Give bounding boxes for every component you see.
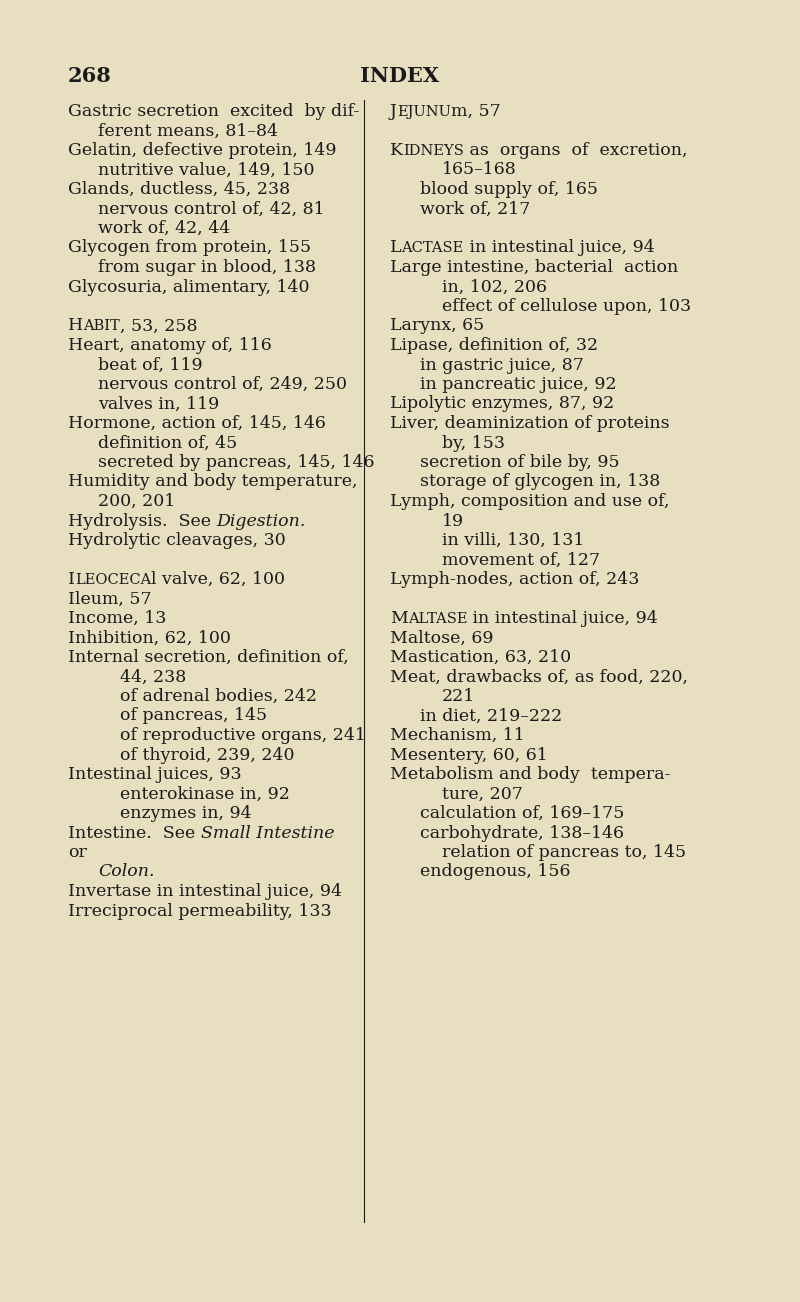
- Text: enzymes in, 94: enzymes in, 94: [120, 805, 252, 822]
- Text: Gelatin, defective protein, 149: Gelatin, defective protein, 149: [68, 142, 337, 159]
- Text: Income, 13: Income, 13: [68, 611, 166, 628]
- Text: or: or: [68, 844, 87, 861]
- Text: Lymph-nodes, action of, 243: Lymph-nodes, action of, 243: [390, 572, 639, 589]
- Text: Liver, deaminization of proteins: Liver, deaminization of proteins: [390, 415, 670, 432]
- Text: ACTASE: ACTASE: [402, 241, 464, 255]
- Text: of reproductive organs, 241: of reproductive organs, 241: [120, 727, 366, 743]
- Text: 44, 238: 44, 238: [120, 668, 186, 685]
- Text: H: H: [68, 318, 83, 335]
- Text: , 53, 258: , 53, 258: [120, 318, 198, 335]
- Text: secretion of bile by, 95: secretion of bile by, 95: [420, 454, 620, 471]
- Text: nutritive value, 149, 150: nutritive value, 149, 150: [98, 161, 314, 178]
- Text: Intestine.  See: Intestine. See: [68, 824, 201, 841]
- Text: Irreciprocal permeability, 133: Irreciprocal permeability, 133: [68, 902, 332, 919]
- Text: 221: 221: [442, 687, 475, 704]
- Text: 19: 19: [442, 513, 464, 530]
- Text: LEOCECA: LEOCECA: [75, 573, 151, 587]
- Text: of thyroid, 239, 240: of thyroid, 239, 240: [120, 746, 294, 763]
- Text: in, 102, 206: in, 102, 206: [442, 279, 547, 296]
- Text: blood supply of, 165: blood supply of, 165: [420, 181, 598, 198]
- Text: Maltose, 69: Maltose, 69: [390, 629, 494, 647]
- Text: ALTASE: ALTASE: [408, 612, 467, 626]
- Text: Mechanism, 11: Mechanism, 11: [390, 727, 525, 743]
- Text: IDNEYS: IDNEYS: [403, 145, 464, 158]
- Text: Colon.: Colon.: [98, 863, 154, 880]
- Text: calculation of, 169–175: calculation of, 169–175: [420, 805, 624, 822]
- Text: from sugar in blood, 138: from sugar in blood, 138: [98, 259, 316, 276]
- Text: relation of pancreas to, 145: relation of pancreas to, 145: [442, 844, 686, 861]
- Text: Mastication, 63, 210: Mastication, 63, 210: [390, 648, 571, 667]
- Text: 268: 268: [68, 66, 112, 86]
- Text: nervous control of, 249, 250: nervous control of, 249, 250: [98, 376, 347, 393]
- Text: K: K: [390, 142, 403, 159]
- Text: Lymph, composition and use of,: Lymph, composition and use of,: [390, 493, 670, 510]
- Text: movement of, 127: movement of, 127: [442, 552, 600, 569]
- Text: in intestinal juice, 94: in intestinal juice, 94: [467, 611, 658, 628]
- Text: Lipolytic enzymes, 87, 92: Lipolytic enzymes, 87, 92: [390, 396, 614, 413]
- Text: in gastric juice, 87: in gastric juice, 87: [420, 357, 584, 374]
- Text: Metabolism and body  tempera-: Metabolism and body tempera-: [390, 766, 670, 783]
- Text: Glycosuria, alimentary, 140: Glycosuria, alimentary, 140: [68, 279, 310, 296]
- Text: l valve, 62, 100: l valve, 62, 100: [151, 572, 286, 589]
- Text: I: I: [68, 572, 75, 589]
- Text: by, 153: by, 153: [442, 435, 505, 452]
- Text: work of, 217: work of, 217: [420, 201, 530, 217]
- Text: ABIT: ABIT: [83, 319, 120, 333]
- Text: in pancreatic juice, 92: in pancreatic juice, 92: [420, 376, 617, 393]
- Text: Hydrolytic cleavages, 30: Hydrolytic cleavages, 30: [68, 533, 286, 549]
- Text: ture, 207: ture, 207: [442, 785, 523, 802]
- Text: of adrenal bodies, 242: of adrenal bodies, 242: [120, 687, 317, 704]
- Text: nervous control of, 42, 81: nervous control of, 42, 81: [98, 201, 325, 217]
- Text: 165–168: 165–168: [442, 161, 517, 178]
- Text: Invertase in intestinal juice, 94: Invertase in intestinal juice, 94: [68, 883, 342, 900]
- Text: Larynx, 65: Larynx, 65: [390, 318, 484, 335]
- Text: enterokinase in, 92: enterokinase in, 92: [120, 785, 290, 802]
- Text: Hydrolysis.  See: Hydrolysis. See: [68, 513, 217, 530]
- Text: in diet, 219–222: in diet, 219–222: [420, 707, 562, 724]
- Text: INDEX: INDEX: [360, 66, 440, 86]
- Text: effect of cellulose upon, 103: effect of cellulose upon, 103: [442, 298, 691, 315]
- Text: Intestinal juices, 93: Intestinal juices, 93: [68, 766, 242, 783]
- Text: M: M: [390, 611, 408, 628]
- Text: Mesentery, 60, 61: Mesentery, 60, 61: [390, 746, 548, 763]
- Text: Glands, ductless, 45, 238: Glands, ductless, 45, 238: [68, 181, 290, 198]
- Text: 200, 201: 200, 201: [98, 493, 175, 510]
- Text: definition of, 45: definition of, 45: [98, 435, 238, 452]
- Text: Gastric secretion  excited  by dif-: Gastric secretion excited by dif-: [68, 103, 359, 120]
- Text: in villi, 130, 131: in villi, 130, 131: [442, 533, 584, 549]
- Text: Humidity and body temperature,: Humidity and body temperature,: [68, 474, 358, 491]
- Text: L: L: [390, 240, 402, 256]
- Text: as  organs  of  excretion,: as organs of excretion,: [464, 142, 687, 159]
- Text: Internal secretion, definition of,: Internal secretion, definition of,: [68, 648, 349, 667]
- Text: Large intestine, bacterial  action: Large intestine, bacterial action: [390, 259, 678, 276]
- Text: Meat, drawbacks of, as food, 220,: Meat, drawbacks of, as food, 220,: [390, 668, 688, 685]
- Text: Digestion.: Digestion.: [217, 513, 306, 530]
- Text: secreted by pancreas, 145, 146: secreted by pancreas, 145, 146: [98, 454, 374, 471]
- Text: Lipase, definition of, 32: Lipase, definition of, 32: [390, 337, 598, 354]
- Text: Glycogen from protein, 155: Glycogen from protein, 155: [68, 240, 311, 256]
- Text: in intestinal juice, 94: in intestinal juice, 94: [464, 240, 654, 256]
- Text: work of, 42, 44: work of, 42, 44: [98, 220, 230, 237]
- Text: Heart, anatomy of, 116: Heart, anatomy of, 116: [68, 337, 272, 354]
- Text: J: J: [390, 103, 397, 120]
- Text: storage of glycogen in, 138: storage of glycogen in, 138: [420, 474, 660, 491]
- Text: Inhibition, 62, 100: Inhibition, 62, 100: [68, 629, 231, 647]
- Text: m, 57: m, 57: [450, 103, 501, 120]
- Text: ferent means, 81–84: ferent means, 81–84: [98, 122, 278, 139]
- Text: EJUNU: EJUNU: [397, 105, 450, 118]
- Text: beat of, 119: beat of, 119: [98, 357, 202, 374]
- Text: endogenous, 156: endogenous, 156: [420, 863, 570, 880]
- Text: valves in, 119: valves in, 119: [98, 396, 219, 413]
- Text: Small Intestine: Small Intestine: [201, 824, 334, 841]
- Text: of pancreas, 145: of pancreas, 145: [120, 707, 267, 724]
- Text: Hormone, action of, 145, 146: Hormone, action of, 145, 146: [68, 415, 326, 432]
- Text: Ileum, 57: Ileum, 57: [68, 591, 152, 608]
- Text: carbohydrate, 138–146: carbohydrate, 138–146: [420, 824, 624, 841]
